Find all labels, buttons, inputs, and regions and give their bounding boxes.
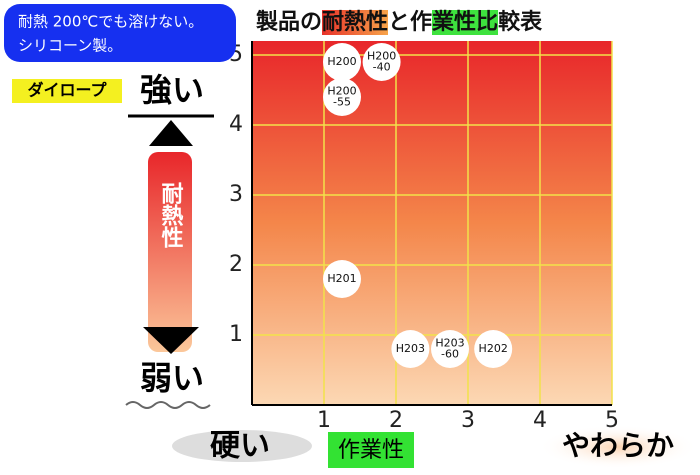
point-label: -55	[333, 96, 351, 109]
y-tick-label: 4	[229, 112, 243, 137]
point-label: -60	[441, 348, 459, 361]
point	[391, 330, 430, 368]
title-part: 耐熱性	[322, 10, 389, 35]
x-label-bg	[328, 432, 414, 468]
title-part: と作	[388, 10, 433, 35]
point-label: H200	[367, 50, 396, 63]
point-label: H200	[327, 55, 356, 68]
weak-label: 弱い	[140, 359, 204, 397]
title-part: 業性比	[432, 10, 499, 35]
title-part: 較表	[498, 10, 543, 35]
badge-line: シリコーン製。	[18, 37, 122, 55]
point-label: H201	[327, 272, 356, 285]
point-label: H200	[327, 85, 356, 98]
point	[431, 330, 469, 368]
y-tick-label: 1	[229, 322, 243, 347]
point	[323, 43, 361, 81]
x-tick-label: 2	[389, 408, 403, 433]
arrow-down	[143, 327, 199, 354]
y-axis-label: 耐熱性	[158, 182, 184, 248]
soft-bg	[538, 425, 698, 469]
arrow-up	[149, 120, 193, 146]
y-tick-label: 3	[229, 182, 243, 207]
strong-label: 強い	[140, 71, 204, 109]
x-tick-label: 3	[461, 408, 475, 433]
point	[323, 78, 361, 116]
badge-line: 耐熱 200℃でも溶けない。	[18, 13, 203, 31]
point	[474, 330, 513, 368]
soft-label: やわらか	[562, 429, 674, 462]
x-tick-label: 1	[317, 408, 331, 433]
point-label: H202	[479, 342, 508, 355]
hard-label: 硬い	[210, 429, 270, 464]
point-label: -40	[373, 61, 391, 74]
point-label: H203	[435, 337, 464, 350]
y-tick-label: 2	[229, 252, 243, 277]
chart-title: 製品の耐熱性と作業性比較表	[256, 4, 542, 36]
point	[362, 43, 401, 81]
point	[323, 260, 361, 298]
badge	[4, 4, 236, 62]
title-part: 製品の	[256, 10, 323, 35]
arrow-bar	[148, 152, 192, 352]
x-tick-label: 4	[533, 408, 547, 433]
point-label: H203	[396, 342, 425, 355]
x-axis-label: 作業性	[338, 438, 404, 463]
brand-bg	[12, 79, 122, 103]
brand: ダイロープ	[27, 81, 107, 100]
wave	[125, 401, 211, 409]
hard-bg	[172, 430, 312, 462]
